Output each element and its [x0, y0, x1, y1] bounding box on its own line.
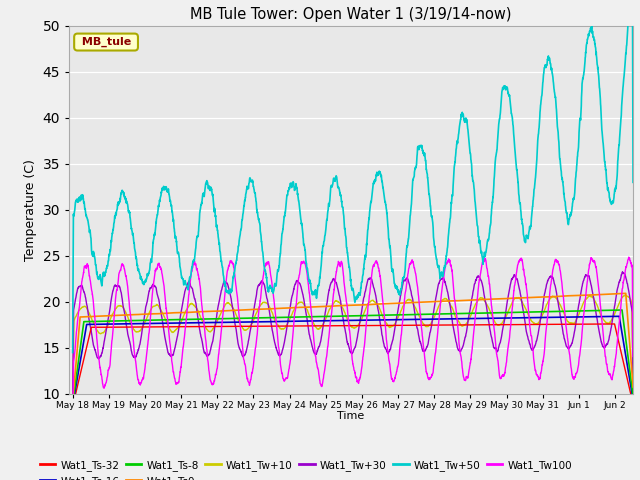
Legend: Wat1_Ts-32, Wat1_Ts-16, Wat1_Ts-8, Wat1_Ts0, Wat1_Tw+10, Wat1_Tw+30, Wat1_Tw+50,: Wat1_Ts-32, Wat1_Ts-16, Wat1_Ts-8, Wat1_… — [35, 456, 577, 480]
Text: MB_tule: MB_tule — [77, 37, 134, 47]
Title: MB Tule Tower: Open Water 1 (3/19/14-now): MB Tule Tower: Open Water 1 (3/19/14-now… — [190, 7, 512, 22]
X-axis label: Time: Time — [337, 411, 365, 421]
Y-axis label: Temperature (C): Temperature (C) — [24, 159, 37, 261]
